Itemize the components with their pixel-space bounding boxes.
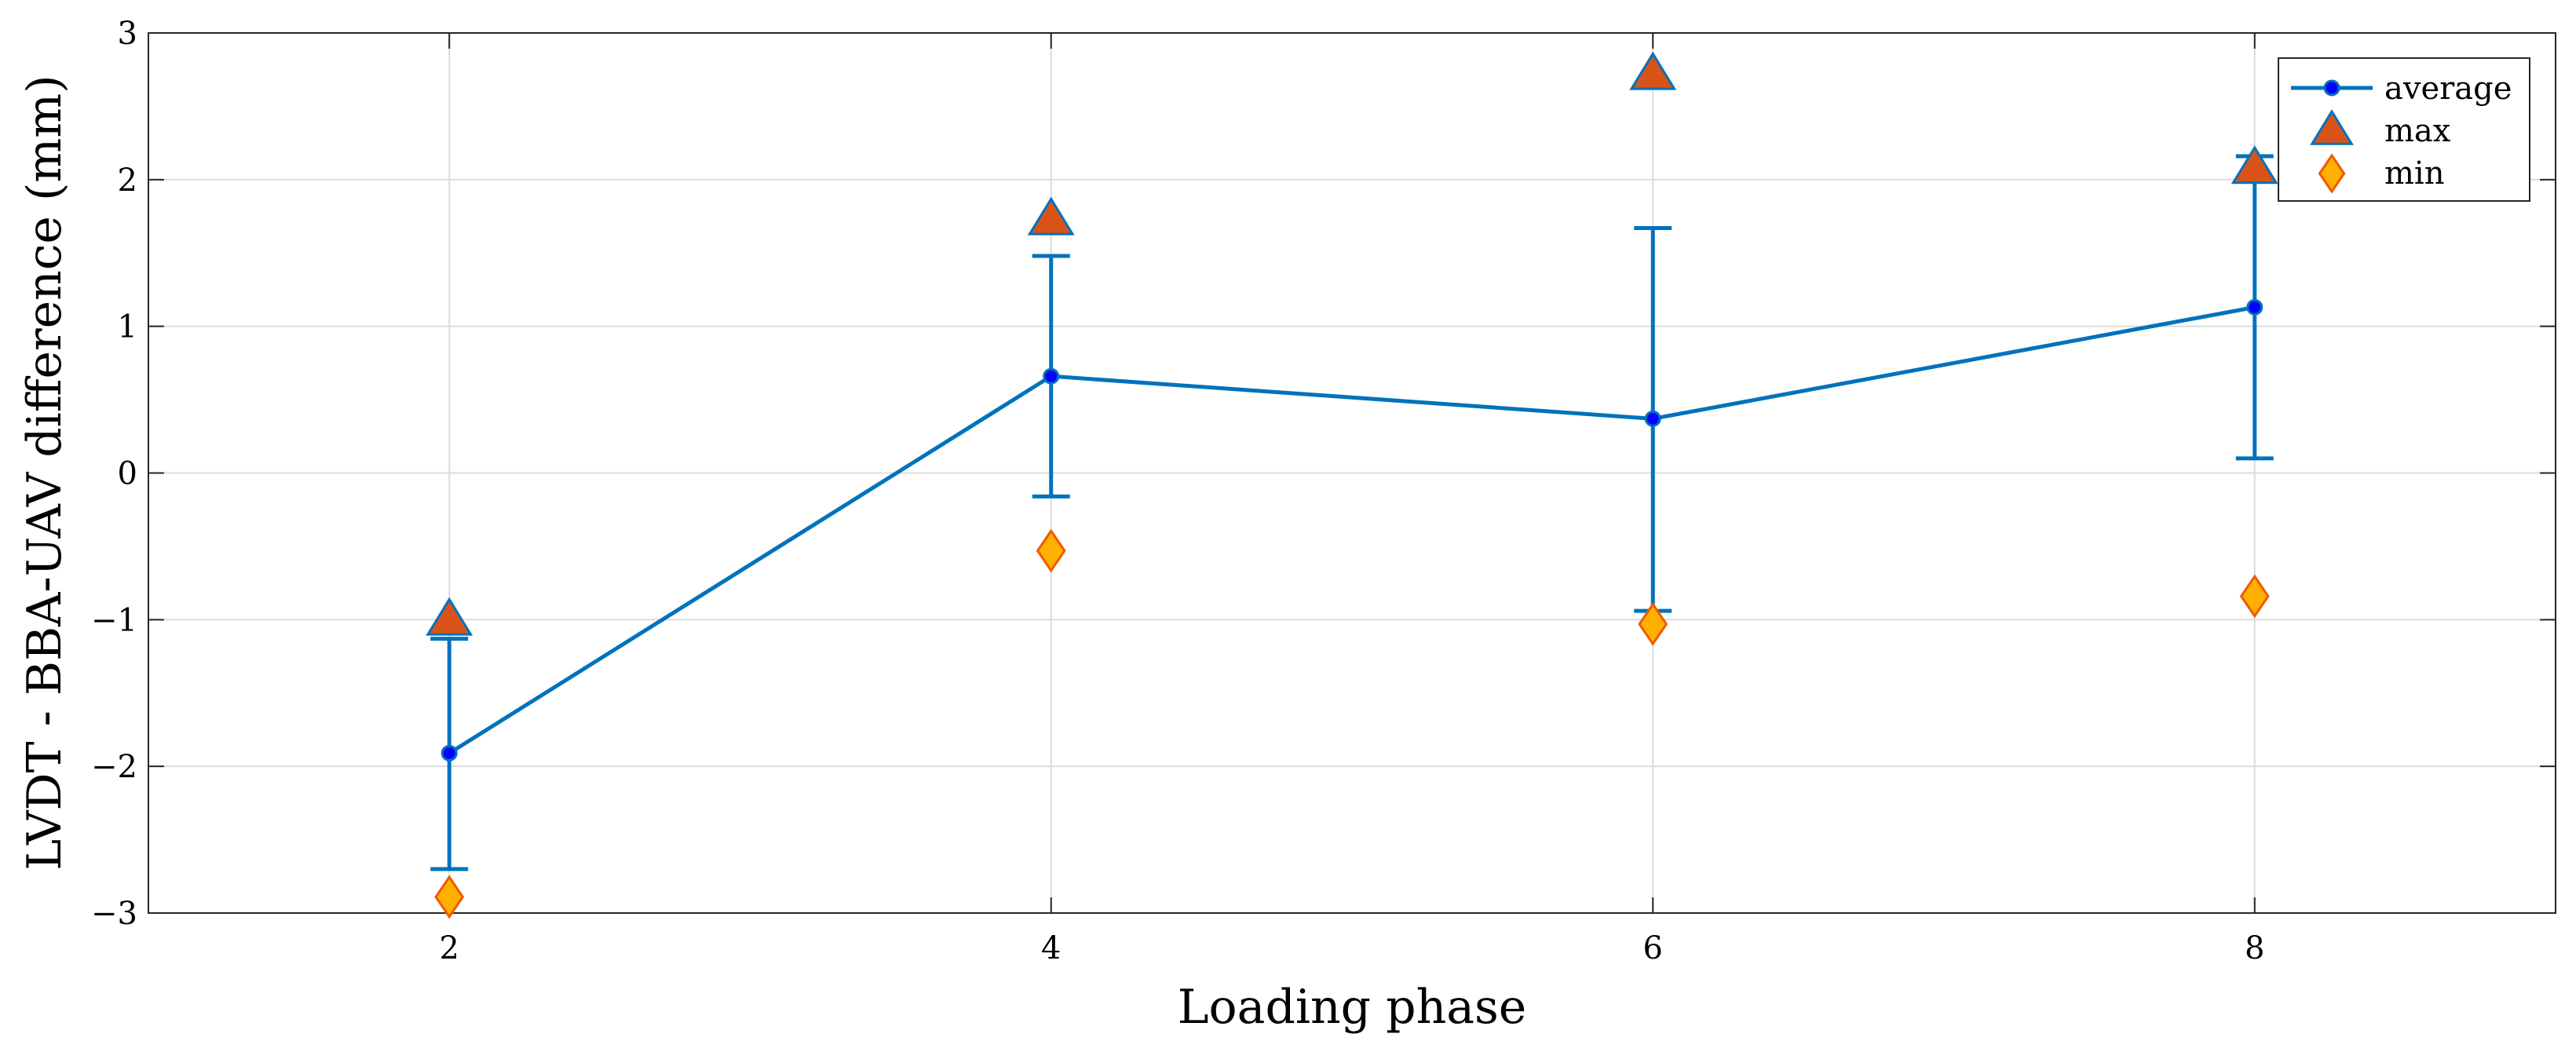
legend-max-marker <box>2310 109 2354 145</box>
x-tick-label: 4 <box>1041 930 1061 966</box>
average-point <box>1043 367 1060 385</box>
y-tick-label: −2 <box>91 749 137 785</box>
max-point <box>2231 145 2278 184</box>
legend-min-marker <box>2318 153 2346 194</box>
y-tick-label: 3 <box>118 16 137 52</box>
x-tick-label: 6 <box>1643 930 1663 966</box>
x-tick-label: 2 <box>440 930 459 966</box>
average-line <box>448 305 2256 755</box>
y-tick-label: 2 <box>118 163 137 199</box>
min-point <box>1638 601 1668 646</box>
x-axis-title: Loading phase <box>1178 980 1527 1035</box>
x-tick-label: 8 <box>2245 930 2264 966</box>
max-point <box>426 597 473 636</box>
legend-average-marker <box>2323 79 2340 97</box>
axis-ticks: 2 4 6 8 −3 −2 −1 0 1 2 3 <box>91 16 2556 966</box>
min-point <box>2239 574 2270 619</box>
average-point <box>2246 298 2264 316</box>
average-point <box>1644 410 1661 427</box>
average-series-line <box>448 305 2256 755</box>
legend-min-label: min <box>2384 155 2444 192</box>
y-tick-label: 1 <box>118 309 137 345</box>
average-point <box>440 744 458 762</box>
max-point <box>1027 196 1075 236</box>
y-axis-title: LVDT - BBA-UAV difference (mm) <box>17 75 72 870</box>
y-tick-label: 0 <box>118 456 137 492</box>
y-tick-label: −1 <box>91 602 137 638</box>
min-point <box>434 875 465 919</box>
legend-average-label: average <box>2384 71 2512 107</box>
legend-max-label: max <box>2384 113 2451 149</box>
markers <box>426 51 2278 919</box>
max-point <box>1629 51 1677 90</box>
min-point <box>1036 528 1066 573</box>
y-tick-label: −3 <box>91 896 137 932</box>
legend: average max min <box>2278 57 2530 202</box>
